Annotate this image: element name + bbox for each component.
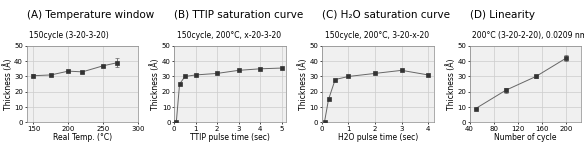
Text: (D) Linearity: (D) Linearity: [470, 10, 534, 20]
Text: 150cycle (3-20-3-20): 150cycle (3-20-3-20): [29, 31, 109, 40]
Y-axis label: Thickness (Å): Thickness (Å): [446, 58, 456, 110]
X-axis label: Number of cycle: Number of cycle: [494, 133, 557, 142]
Y-axis label: Thickness (Å): Thickness (Å): [151, 58, 161, 110]
Text: (A) Temperature window: (A) Temperature window: [26, 10, 154, 20]
Text: (C) H₂O saturation curve: (C) H₂O saturation curve: [322, 10, 450, 20]
Text: 150cycle, 200°C, x-20-3-20: 150cycle, 200°C, x-20-3-20: [177, 31, 281, 40]
Text: (B) TTIP saturation curve: (B) TTIP saturation curve: [174, 10, 304, 20]
Y-axis label: Thickness (Å): Thickness (Å): [3, 58, 13, 110]
X-axis label: H2O pulse time (sec): H2O pulse time (sec): [338, 133, 418, 142]
X-axis label: TTIP pulse time (sec): TTIP pulse time (sec): [190, 133, 270, 142]
Y-axis label: Thickness (Å): Thickness (Å): [298, 58, 308, 110]
Text: 150cycle, 200°C, 3-20-x-20: 150cycle, 200°C, 3-20-x-20: [325, 31, 429, 40]
Text: 200°C (3-20-2-20), 0.0209 nm/cycle: 200°C (3-20-2-20), 0.0209 nm/cycle: [472, 31, 584, 40]
X-axis label: Real Temp. (°C): Real Temp. (°C): [53, 133, 112, 142]
